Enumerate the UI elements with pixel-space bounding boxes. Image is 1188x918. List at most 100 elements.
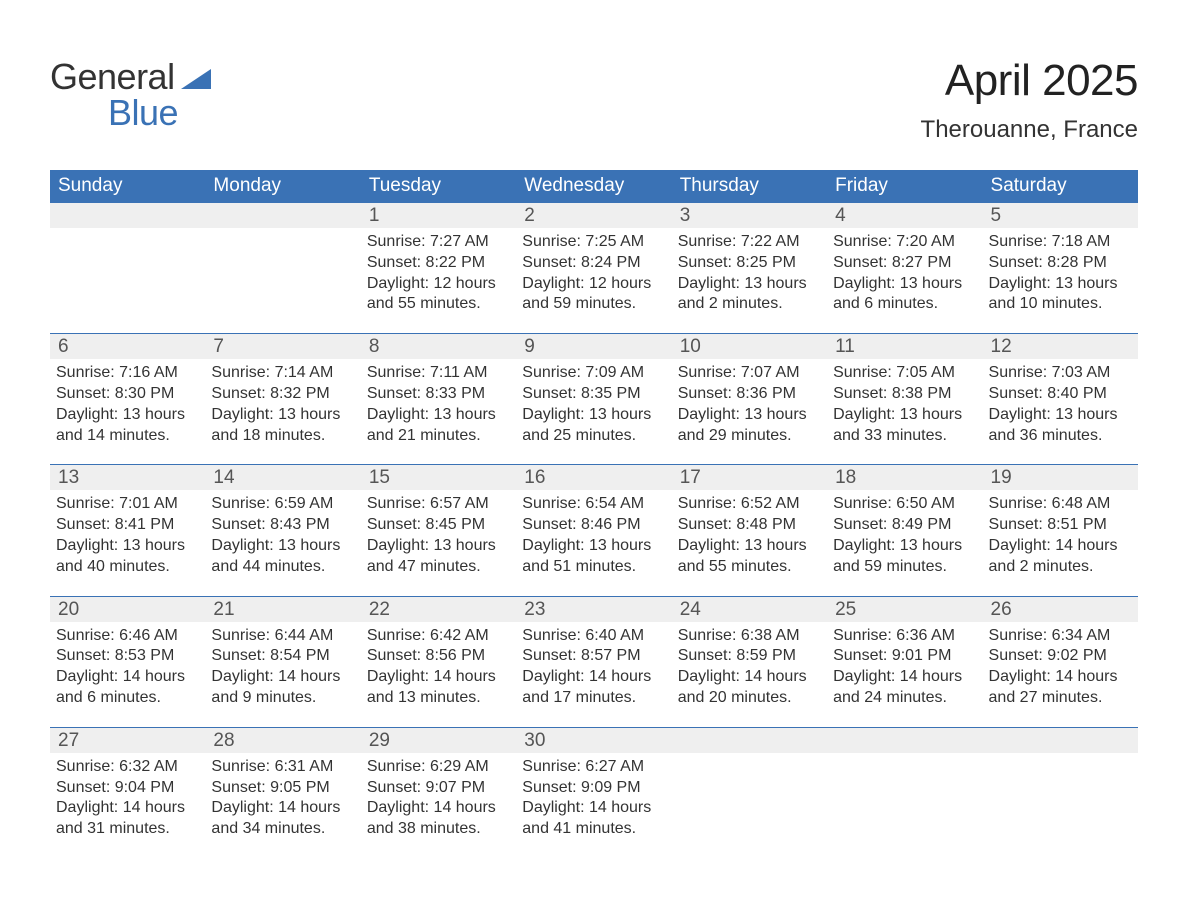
day-number — [983, 727, 1138, 753]
daylight-line: Daylight: 13 hours and 47 minutes. — [367, 536, 510, 578]
sunrise-line: Sunrise: 7:09 AM — [522, 363, 665, 384]
day-body: Sunrise: 6:44 AMSunset: 8:54 PMDaylight:… — [205, 622, 360, 727]
day-number: 15 — [361, 464, 516, 490]
day-cell: 29Sunrise: 6:29 AMSunset: 9:07 PMDayligh… — [361, 727, 516, 858]
dow-wednesday: Wednesday — [516, 170, 671, 202]
sunrise-line: Sunrise: 6:59 AM — [211, 494, 354, 515]
daylight-line: Daylight: 14 hours and 34 minutes. — [211, 798, 354, 840]
daylight-line: Daylight: 13 hours and 10 minutes. — [989, 274, 1132, 316]
daylight-line: Daylight: 13 hours and 40 minutes. — [56, 536, 199, 578]
day-number — [50, 202, 205, 228]
week-row: 1Sunrise: 7:27 AMSunset: 8:22 PMDaylight… — [50, 202, 1138, 333]
day-cell: 18Sunrise: 6:50 AMSunset: 8:49 PMDayligh… — [827, 464, 982, 595]
sunset-line: Sunset: 9:04 PM — [56, 778, 199, 799]
sunset-line: Sunset: 9:05 PM — [211, 778, 354, 799]
sunrise-line: Sunrise: 6:48 AM — [989, 494, 1132, 515]
week-row: 6Sunrise: 7:16 AMSunset: 8:30 PMDaylight… — [50, 333, 1138, 464]
header: General Blue April 2025 Therouanne, Fran… — [50, 56, 1138, 144]
daylight-line: Daylight: 12 hours and 59 minutes. — [522, 274, 665, 316]
sunrise-line: Sunrise: 7:05 AM — [833, 363, 976, 384]
day-body: Sunrise: 6:46 AMSunset: 8:53 PMDaylight:… — [50, 622, 205, 727]
daylight-line: Daylight: 13 hours and 6 minutes. — [833, 274, 976, 316]
day-number — [205, 202, 360, 228]
day-body: Sunrise: 7:18 AMSunset: 8:28 PMDaylight:… — [983, 228, 1138, 333]
sunset-line: Sunset: 8:30 PM — [56, 384, 199, 405]
day-number: 18 — [827, 464, 982, 490]
sunset-line: Sunset: 8:25 PM — [678, 253, 821, 274]
day-cell: 28 Sunrise: 6:31 AMSunset: 9:05 PMDayligh… — [205, 727, 360, 858]
day-number: 17 — [672, 464, 827, 490]
month-title: April 2025 — [921, 56, 1138, 106]
sunset-line: Sunset: 9:02 PM — [989, 646, 1132, 667]
sunrise-line: Sunrise: 6:31 AM — [211, 757, 354, 778]
day-number: 4 — [827, 202, 982, 228]
day-number: 28 — [205, 727, 360, 753]
day-number: 13 — [50, 464, 205, 490]
day-body: Sunrise: 6:40 AMSunset: 8:57 PMDaylight:… — [516, 622, 671, 727]
day-number: 3 — [672, 202, 827, 228]
logo: General Blue — [50, 56, 211, 134]
sunset-line: Sunset: 8:41 PM — [56, 515, 199, 536]
sunset-line: Sunset: 8:51 PM — [989, 515, 1132, 536]
day-number: 16 — [516, 464, 671, 490]
sunrise-line: Sunrise: 7:18 AM — [989, 232, 1132, 253]
daylight-line: Daylight: 12 hours and 55 minutes. — [367, 274, 510, 316]
day-cell — [983, 727, 1138, 858]
day-number: 21 — [205, 596, 360, 622]
day-body: Sunrise: 6:50 AMSunset: 8:49 PMDaylight:… — [827, 490, 982, 595]
day-cell — [672, 727, 827, 858]
day-number: 12 — [983, 333, 1138, 359]
sunrise-line: Sunrise: 6:52 AM — [678, 494, 821, 515]
sunrise-line: Sunrise: 7:01 AM — [56, 494, 199, 515]
day-body: Sunrise: 6:52 AMSunset: 8:48 PMDaylight:… — [672, 490, 827, 595]
day-cell: 5Sunrise: 7:18 AMSunset: 8:28 PMDaylight… — [983, 202, 1138, 333]
day-cell: 27Sunrise: 6:32 AMSunset: 9:04 PMDayligh… — [50, 727, 205, 858]
location-label: Therouanne, France — [921, 116, 1138, 144]
day-cell: 30Sunrise: 6:27 AMSunset: 9:09 PMDayligh… — [516, 727, 671, 858]
day-number: 7 — [205, 333, 360, 359]
day-cell: 19Sunrise: 6:48 AMSunset: 8:51 PMDayligh… — [983, 464, 1138, 595]
day-body: Sunrise: 7:16 AMSunset: 8:30 PMDaylight:… — [50, 359, 205, 464]
week-row: 13Sunrise: 7:01 AMSunset: 8:41 PMDayligh… — [50, 464, 1138, 595]
day-cell: 21Sunrise: 6:44 AMSunset: 8:54 PMDayligh… — [205, 596, 360, 727]
day-body: Sunrise: 7:01 AMSunset: 8:41 PMDaylight:… — [50, 490, 205, 595]
day-body: Sunrise: 6:27 AMSunset: 9:09 PMDaylight:… — [516, 753, 671, 858]
week-row: 20Sunrise: 6:46 AMSunset: 8:53 PMDayligh… — [50, 596, 1138, 727]
day-cell: 14Sunrise: 6:59 AMSunset: 8:43 PMDayligh… — [205, 464, 360, 595]
dow-sunday: Sunday — [50, 170, 205, 202]
day-body: Sunrise: 7:07 AMSunset: 8:36 PMDaylight:… — [672, 359, 827, 464]
day-number: 11 — [827, 333, 982, 359]
day-body — [827, 753, 982, 849]
day-cell: 20Sunrise: 6:46 AMSunset: 8:53 PMDayligh… — [50, 596, 205, 727]
day-number: 6 — [50, 333, 205, 359]
day-number: 5 — [983, 202, 1138, 228]
day-cell: 7Sunrise: 7:14 AMSunset: 8:32 PMDaylight… — [205, 333, 360, 464]
daylight-line: Daylight: 13 hours and 51 minutes. — [522, 536, 665, 578]
day-cell: 11Sunrise: 7:05 AMSunset: 8:38 PMDayligh… — [827, 333, 982, 464]
sunset-line: Sunset: 8:24 PM — [522, 253, 665, 274]
dow-thursday: Thursday — [672, 170, 827, 202]
day-body: Sunrise: 6:57 AMSunset: 8:45 PMDaylight:… — [361, 490, 516, 595]
day-cell: 15Sunrise: 6:57 AMSunset: 8:45 PMDayligh… — [361, 464, 516, 595]
day-number: 2 — [516, 202, 671, 228]
sunrise-line: Sunrise: 6:29 AM — [367, 757, 510, 778]
day-body: Sunrise: 7:05 AMSunset: 8:38 PMDaylight:… — [827, 359, 982, 464]
day-number: 29 — [361, 727, 516, 753]
daylight-line: Daylight: 14 hours and 27 minutes. — [989, 667, 1132, 709]
day-body: Sunrise: 7:09 AMSunset: 8:35 PMDaylight:… — [516, 359, 671, 464]
logo-text-general: General — [50, 56, 175, 97]
day-number: 30 — [516, 727, 671, 753]
day-number: 14 — [205, 464, 360, 490]
day-body: Sunrise: 6:59 AMSunset: 8:43 PMDaylight:… — [205, 490, 360, 595]
sunset-line: Sunset: 8:40 PM — [989, 384, 1132, 405]
sunset-line: Sunset: 8:33 PM — [367, 384, 510, 405]
day-body: Sunrise: 6:36 AMSunset: 9:01 PMDaylight:… — [827, 622, 982, 727]
day-number: 24 — [672, 596, 827, 622]
day-body: Sunrise: 6:29 AMSunset: 9:07 PMDaylight:… — [361, 753, 516, 858]
header-right: April 2025 Therouanne, France — [921, 56, 1138, 144]
sunset-line: Sunset: 8:28 PM — [989, 253, 1132, 274]
sunset-line: Sunset: 8:56 PM — [367, 646, 510, 667]
sunset-line: Sunset: 8:48 PM — [678, 515, 821, 536]
day-cell: 26Sunrise: 6:34 AMSunset: 9:02 PMDayligh… — [983, 596, 1138, 727]
daylight-line: Daylight: 14 hours and 20 minutes. — [678, 667, 821, 709]
